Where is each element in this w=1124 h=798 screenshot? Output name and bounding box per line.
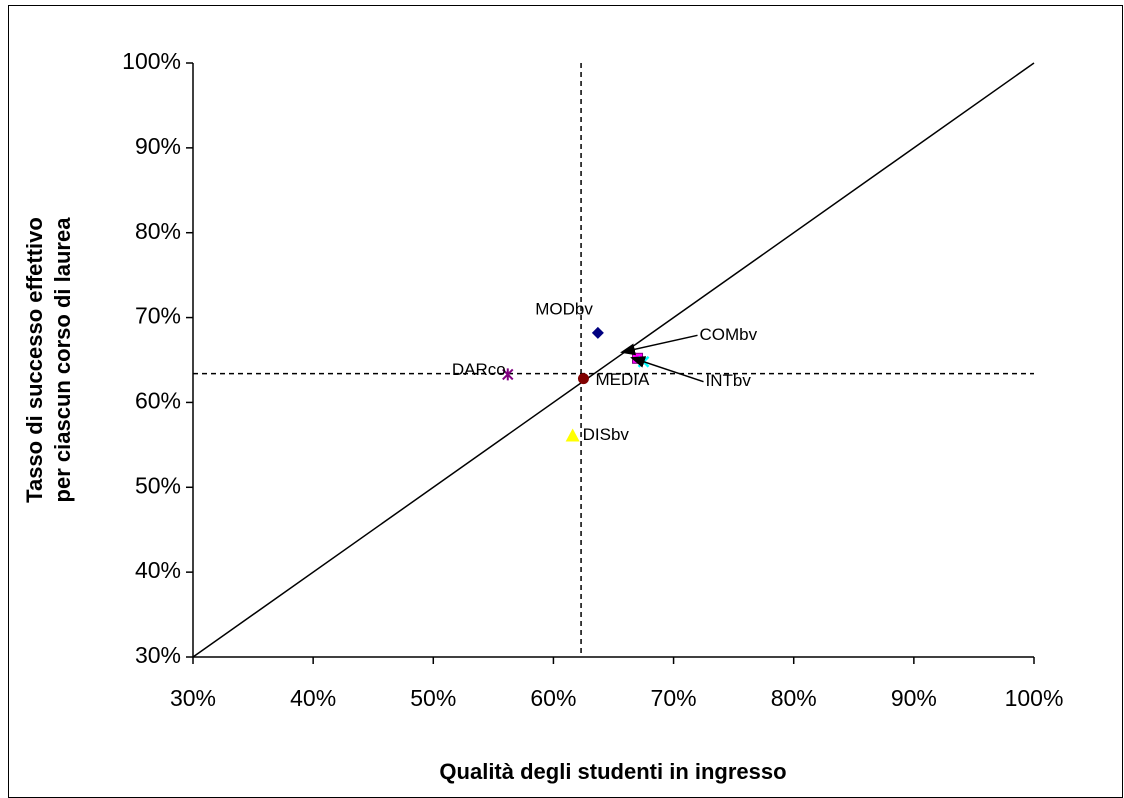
x-tick-label: 80%: [771, 685, 817, 711]
point: [565, 428, 580, 442]
y-axis-title-line: per ciascun corso di laurea: [50, 217, 75, 503]
y-tick-label: 30%: [135, 642, 181, 668]
point-label: DISbv: [583, 425, 630, 444]
x-axis-title: Qualità degli studenti in ingresso: [439, 759, 786, 784]
y-axis-title-line: Tasso di successo effettivo: [22, 217, 47, 503]
x-tick-label: 100%: [1005, 685, 1064, 711]
y-tick-label: 50%: [135, 472, 181, 498]
x-tick-label: 50%: [410, 685, 456, 711]
point-label: MODbv: [535, 299, 593, 318]
label-arrow: [620, 334, 698, 356]
x-tick-label: 30%: [170, 685, 216, 711]
y-tick-label: 40%: [135, 557, 181, 583]
x-tick-label: 60%: [530, 685, 576, 711]
point-label: MEDIA: [595, 370, 650, 389]
point-label: INTbv: [706, 371, 752, 390]
diagonal-line: [192, 62, 1035, 658]
y-tick-label: 80%: [135, 218, 181, 244]
y-tick-label: 60%: [135, 388, 181, 414]
point: [502, 368, 514, 381]
y-tick-label: 70%: [135, 303, 181, 329]
point: [591, 326, 604, 339]
point: [577, 373, 589, 385]
x-tick-label: 40%: [290, 685, 336, 711]
x-tick-label: 90%: [891, 685, 937, 711]
x-tick-label: 70%: [651, 685, 697, 711]
y-axis-title: Tasso di successo effettivo per ciascun …: [22, 217, 75, 503]
point-label: COMbv: [700, 325, 758, 344]
point-label: DARco: [452, 360, 506, 379]
label-arrow: [630, 356, 704, 383]
y-tick-label: 90%: [135, 133, 181, 159]
y-tick-label: 100%: [122, 48, 181, 74]
